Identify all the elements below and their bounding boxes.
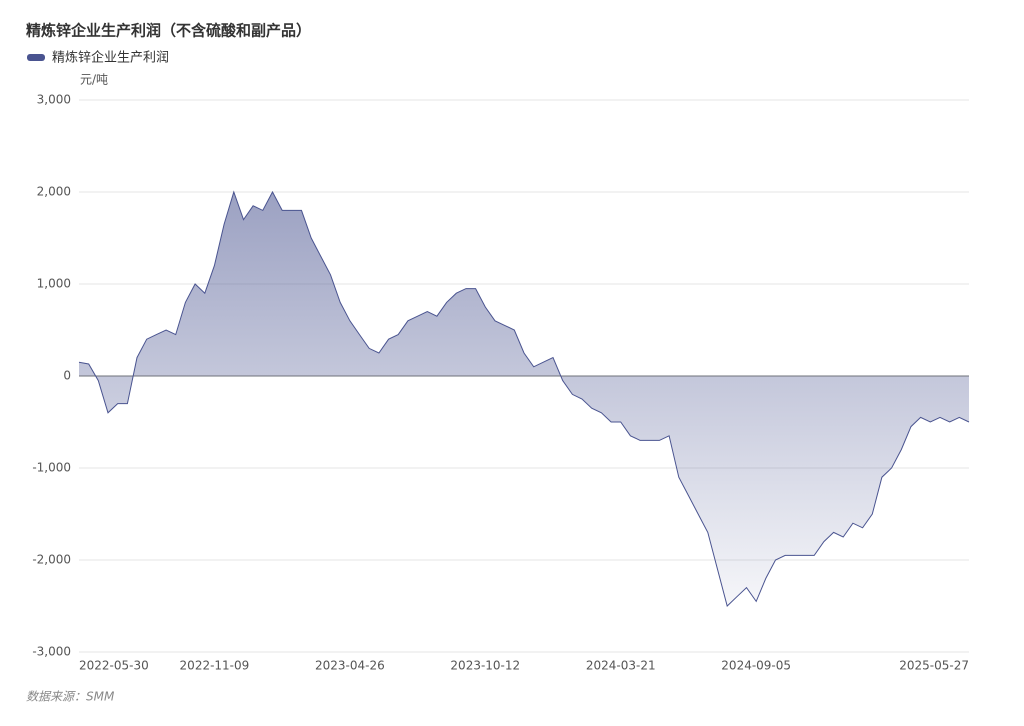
y-tick-label: 1,000 bbox=[37, 277, 71, 291]
y-tick-label: -3,000 bbox=[32, 645, 71, 659]
legend-label[interactable]: 精炼锌企业生产利润 bbox=[52, 50, 169, 66]
chart-title: 精炼锌企业生产利润（不含硫酸和副产品） bbox=[26, 22, 311, 40]
y-tick-label: 0 bbox=[63, 369, 71, 383]
y-tick-label: -1,000 bbox=[32, 461, 71, 475]
x-tick-label: 2023-10-12 bbox=[450, 659, 520, 673]
x-tick-label: 2022-11-09 bbox=[180, 659, 250, 673]
x-tick-label: 2025-05-27 bbox=[899, 659, 969, 673]
y-tick-label: 2,000 bbox=[37, 185, 71, 199]
source-note: 数据来源：SMM bbox=[26, 690, 115, 704]
x-tick-label: 2024-09-05 bbox=[721, 659, 791, 673]
y-axis-label: 元/吨 bbox=[80, 73, 108, 87]
legend-icon[interactable] bbox=[27, 54, 45, 61]
y-tick-label: -2,000 bbox=[32, 553, 71, 567]
x-tick-label: 2023-04-26 bbox=[315, 659, 385, 673]
y-tick-label: 3,000 bbox=[37, 93, 71, 107]
x-tick-label: 2024-03-21 bbox=[586, 659, 656, 673]
x-tick-label: 2022-05-30 bbox=[79, 659, 149, 673]
area-fill bbox=[79, 192, 969, 606]
area-line bbox=[78, 190, 970, 607]
